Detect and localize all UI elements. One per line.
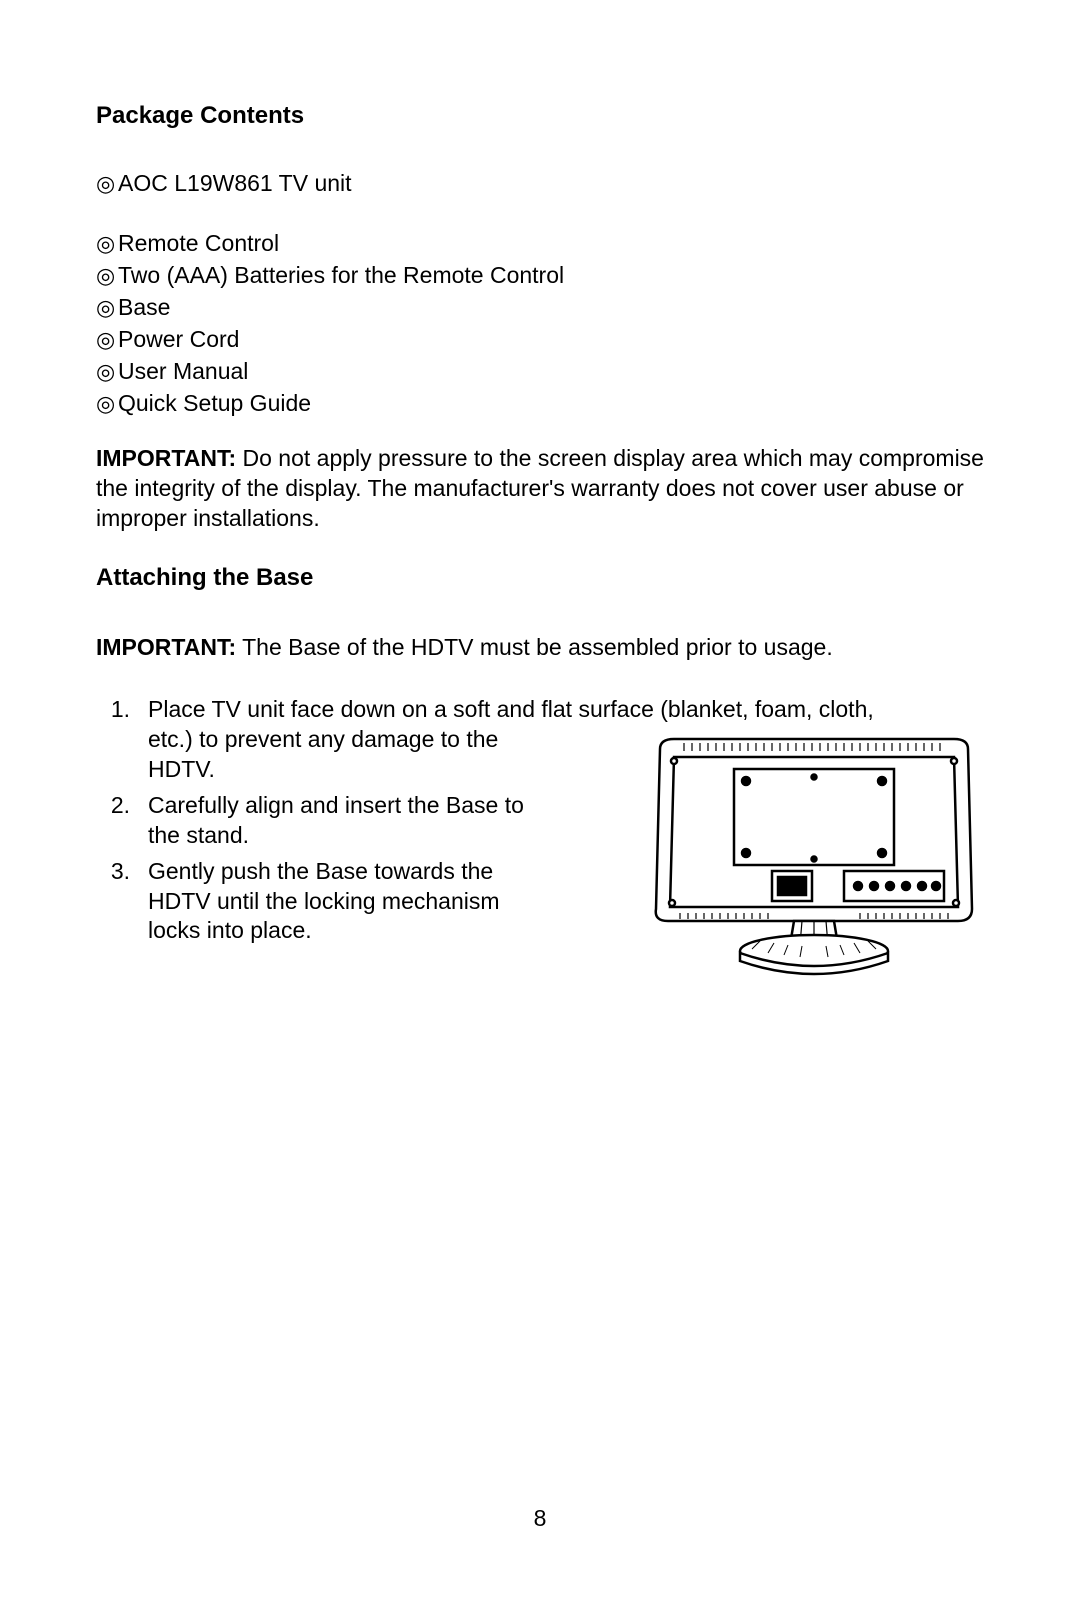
bullet-icon: ◎ [96,294,118,323]
step-number: 2. [96,791,148,851]
list-item-text: AOC L19W861 TV unit [118,170,352,196]
package-contents-list: ◎AOC L19W861 TV unit ◎Remote Control ◎Tw… [96,169,984,418]
bullet-icon: ◎ [96,230,118,259]
page-number: 8 [0,1504,1080,1534]
section-heading-attaching-base: Attaching the Base [96,562,984,593]
bullet-icon: ◎ [96,358,118,387]
list-item: ◎AOC L19W861 TV unit [96,169,984,199]
bullet-icon: ◎ [96,170,118,199]
bullet-icon: ◎ [96,326,118,355]
list-item: ◎Quick Setup Guide [96,389,984,419]
important-note-1: IMPORTANT: Do not apply pressure to the … [96,444,984,534]
step-number: 1. [96,695,148,785]
list-item-text: Quick Setup Guide [118,390,311,416]
step-number: 3. [96,857,148,947]
bullet-icon: ◎ [96,390,118,419]
list-item: ◎Two (AAA) Batteries for the Remote Cont… [96,261,984,291]
tv-rear-illustration-icon [644,731,984,991]
important-note-2: IMPORTANT: The Base of the HDTV must be … [96,633,984,663]
list-item-text: Remote Control [118,230,279,256]
list-item-text: Power Cord [118,326,239,352]
important-label: IMPORTANT: [96,445,236,471]
list-item: ◎Base [96,293,984,323]
important-text: The Base of the HDTV must be assembled p… [236,634,833,660]
list-item: ◎Remote Control [96,229,984,259]
steps-region: 1. Place TV unit face down on a soft and… [96,695,984,946]
important-label: IMPORTANT: [96,634,236,660]
list-item-text: Two (AAA) Batteries for the Remote Contr… [118,262,564,288]
bullet-icon: ◎ [96,262,118,291]
list-item-text: User Manual [118,358,248,384]
list-item: ◎User Manual [96,357,984,387]
list-item-text: Base [118,294,170,320]
section-heading-package-contents: Package Contents [96,100,984,131]
list-item: ◎Power Cord [96,325,984,355]
